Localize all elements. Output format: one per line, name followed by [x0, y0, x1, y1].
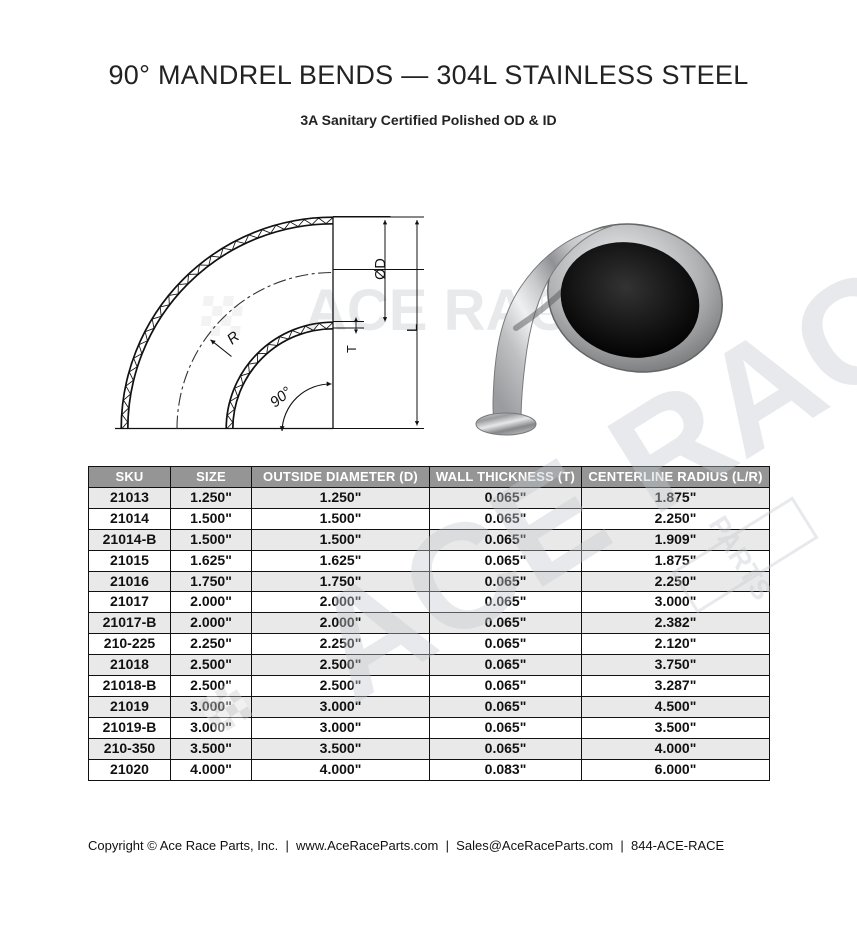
svg-text:90°: 90° [267, 384, 295, 411]
svg-text:L: L [405, 324, 421, 332]
svg-text:T: T [345, 345, 359, 353]
svg-text:ØD: ØD [373, 258, 389, 280]
